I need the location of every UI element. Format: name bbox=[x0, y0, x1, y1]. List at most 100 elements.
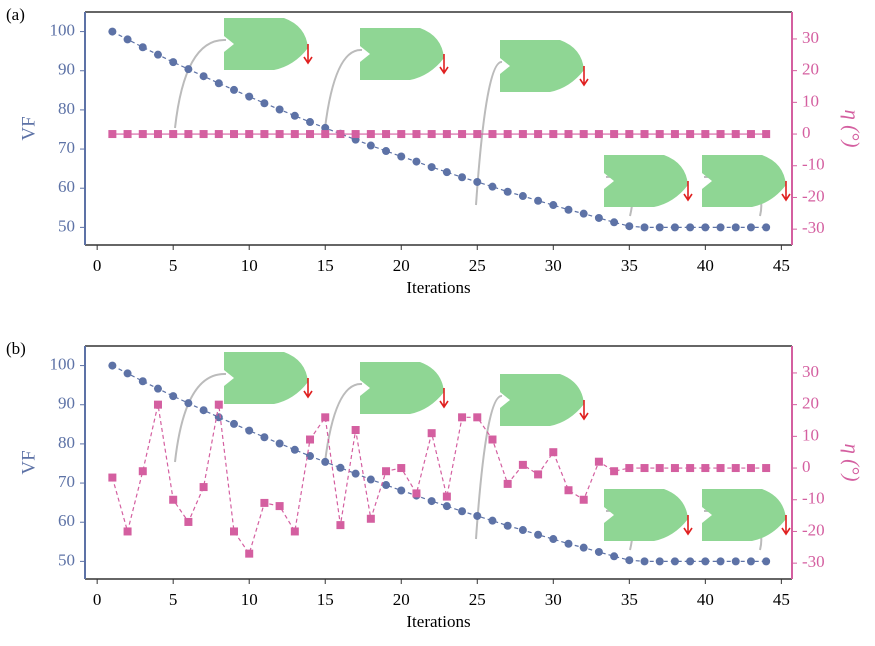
x-tick-label: 10 bbox=[241, 256, 258, 275]
topology-inset bbox=[500, 40, 584, 92]
point bbox=[245, 92, 254, 101]
point bbox=[260, 433, 269, 442]
x-tick-label: 20 bbox=[393, 256, 410, 275]
point bbox=[610, 130, 619, 139]
point bbox=[230, 527, 239, 536]
point bbox=[594, 547, 603, 556]
x-tick-label: 15 bbox=[317, 256, 334, 275]
point bbox=[351, 469, 360, 478]
point bbox=[108, 27, 117, 36]
panel-label: (a) bbox=[6, 5, 25, 24]
point bbox=[412, 130, 421, 139]
point bbox=[214, 400, 223, 409]
point bbox=[625, 130, 634, 139]
point bbox=[306, 452, 315, 461]
point bbox=[503, 479, 512, 488]
y-tick-label: 90 bbox=[58, 394, 75, 413]
point bbox=[488, 182, 497, 191]
point bbox=[458, 507, 467, 516]
y-tick-label: 100 bbox=[50, 20, 76, 39]
point bbox=[686, 223, 695, 232]
point bbox=[108, 361, 117, 370]
x-tick-label: 30 bbox=[545, 256, 562, 275]
point bbox=[731, 557, 740, 566]
point bbox=[290, 527, 299, 536]
point bbox=[610, 467, 619, 476]
load-arrow bbox=[579, 66, 589, 87]
point bbox=[746, 130, 755, 139]
point bbox=[245, 426, 254, 435]
leader-line bbox=[475, 395, 503, 540]
y2-axis-label: η (°) bbox=[840, 109, 864, 147]
y2-tick-label: -10 bbox=[802, 155, 825, 174]
x-tick-label: 0 bbox=[93, 590, 102, 609]
leader-line bbox=[174, 38, 227, 129]
point bbox=[260, 130, 269, 139]
y-tick-label: 80 bbox=[58, 99, 75, 118]
y2-tick-label: 0 bbox=[802, 457, 811, 476]
topology-inset bbox=[360, 362, 444, 414]
topology-inset bbox=[224, 352, 308, 404]
point bbox=[123, 527, 132, 536]
point bbox=[564, 539, 573, 548]
point bbox=[655, 464, 664, 473]
point bbox=[214, 130, 223, 139]
topology-inset bbox=[224, 18, 308, 70]
y2-tick-label: 20 bbox=[802, 60, 819, 79]
point bbox=[290, 445, 299, 454]
point bbox=[138, 130, 147, 139]
point bbox=[579, 543, 588, 552]
x-tick-label: 35 bbox=[621, 590, 638, 609]
point bbox=[199, 72, 208, 81]
point bbox=[701, 223, 710, 232]
point bbox=[640, 557, 649, 566]
point bbox=[382, 467, 391, 476]
point bbox=[138, 377, 147, 386]
point bbox=[366, 514, 375, 523]
point bbox=[564, 486, 573, 495]
y-tick-label: 60 bbox=[58, 511, 75, 530]
topology-inset bbox=[604, 155, 688, 207]
point bbox=[427, 429, 436, 438]
point bbox=[534, 196, 543, 205]
point bbox=[427, 497, 436, 506]
point bbox=[153, 384, 162, 393]
point bbox=[108, 130, 117, 139]
point bbox=[640, 464, 649, 473]
point bbox=[564, 205, 573, 214]
point bbox=[518, 460, 527, 469]
point bbox=[427, 163, 436, 172]
point bbox=[366, 130, 375, 139]
point bbox=[655, 223, 664, 232]
x-tick-label: 15 bbox=[317, 590, 334, 609]
x-tick-label: 45 bbox=[773, 256, 790, 275]
point bbox=[503, 187, 512, 196]
leader-line bbox=[324, 48, 363, 129]
point bbox=[458, 413, 467, 422]
point bbox=[625, 464, 634, 473]
point bbox=[686, 557, 695, 566]
series-line bbox=[111, 404, 767, 556]
point bbox=[230, 130, 239, 139]
point bbox=[549, 130, 558, 139]
point bbox=[230, 419, 239, 428]
point bbox=[549, 201, 558, 210]
point bbox=[746, 557, 755, 566]
point bbox=[351, 426, 360, 435]
point bbox=[382, 130, 391, 139]
point bbox=[564, 130, 573, 139]
point bbox=[442, 492, 451, 501]
x-tick-label: 20 bbox=[393, 590, 410, 609]
load-arrow bbox=[683, 181, 693, 202]
x-tick-label: 0 bbox=[93, 256, 102, 275]
point bbox=[594, 213, 603, 222]
point bbox=[716, 223, 725, 232]
y-tick-label: 50 bbox=[58, 550, 75, 569]
point bbox=[245, 130, 254, 139]
point bbox=[230, 85, 239, 94]
point bbox=[306, 130, 315, 139]
point bbox=[169, 58, 178, 67]
point bbox=[610, 552, 619, 561]
x-tick-label: 40 bbox=[697, 256, 714, 275]
point bbox=[260, 498, 269, 507]
